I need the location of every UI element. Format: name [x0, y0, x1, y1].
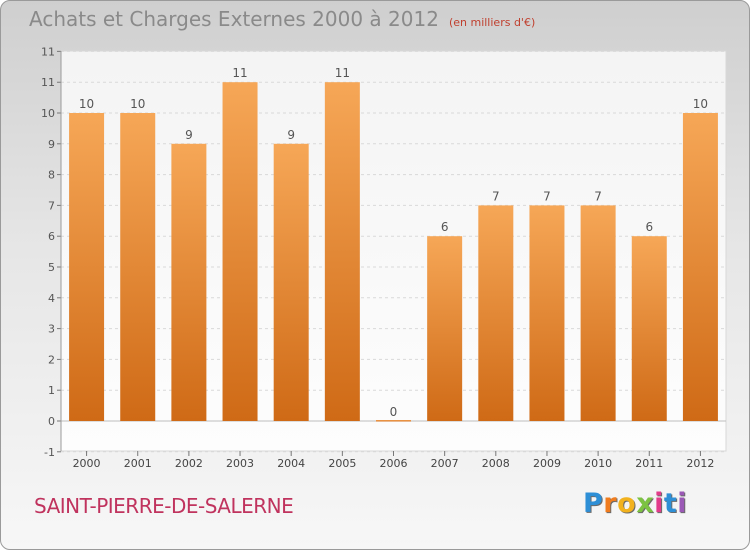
bar-2008[interactable] — [478, 205, 514, 421]
bar-2007[interactable] — [427, 236, 463, 421]
bar-2005[interactable] — [324, 82, 360, 421]
y-tick-label: 8 — [48, 169, 55, 182]
x-tick-label-2006: 2006 — [380, 457, 408, 470]
y-tick-label: 9 — [48, 138, 55, 151]
bar-2002[interactable] — [171, 143, 207, 422]
bar-2003[interactable] — [222, 82, 258, 421]
x-tick-label-2001: 2001 — [124, 457, 152, 470]
city-name: SAINT-PIERRE-DE-SALERNE — [34, 494, 294, 518]
logo-letter: i — [654, 488, 664, 519]
y-tick-label: 4 — [48, 292, 55, 305]
data-label-2002: 9 — [185, 128, 193, 142]
y-tick-label: 11 — [41, 45, 55, 58]
bars: 10 10 9 11 9 11 0 6 7 7 7 6 10 — [69, 66, 718, 422]
bar-2011[interactable] — [631, 236, 667, 421]
y-tick-label: 0 — [48, 415, 55, 428]
y-tick-label: 2 — [48, 353, 55, 366]
data-label-2010: 7 — [594, 189, 602, 203]
y-axis: -1 0 1 2 3 4 5 6 7 8 9 10 11 11 — [41, 45, 62, 459]
bar-2004[interactable] — [273, 143, 309, 422]
bar-2000[interactable] — [69, 113, 105, 421]
logo-letter: i — [677, 488, 688, 519]
logo-letter: r — [603, 488, 618, 519]
y-tick-label: 3 — [48, 323, 55, 336]
data-label-2005: 11 — [335, 66, 350, 80]
chart-title: Achats et Charges Externes 2000 à 2012 (e… — [29, 7, 535, 31]
data-label-2000: 10 — [79, 97, 94, 111]
plot-area — [60, 50, 727, 452]
y-tick-label: 7 — [48, 199, 55, 212]
x-tick-label-2009: 2009 — [533, 457, 561, 470]
bar-2012[interactable] — [682, 113, 718, 421]
x-tick-label-2008: 2008 — [482, 457, 510, 470]
x-tick-label-2002: 2002 — [175, 457, 203, 470]
x-tick-label-2003: 2003 — [226, 457, 254, 470]
logo-letter: t — [663, 488, 678, 519]
data-label-2007: 6 — [441, 220, 449, 234]
data-label-2012: 10 — [693, 97, 708, 111]
y-tick-label: -1 — [44, 446, 55, 459]
x-axis: 2000 2001 2002 2003 2004 2005 2006 2007 2008 2009… — [73, 451, 714, 470]
logo-letter: P — [583, 488, 604, 519]
x-tick-label-2010: 2010 — [584, 457, 612, 470]
bar-2009[interactable] — [529, 205, 565, 421]
data-label-2003: 11 — [232, 66, 247, 80]
data-label-2004: 9 — [287, 128, 295, 142]
data-label-2011: 6 — [645, 220, 653, 234]
y-tick-label: 11 — [41, 76, 55, 89]
x-tick-label-2000: 2000 — [73, 457, 101, 470]
data-label-2008: 7 — [492, 189, 500, 203]
bar-2006[interactable] — [376, 420, 411, 422]
y-tick-label: 1 — [48, 384, 55, 397]
chart-title-text: Achats et Charges Externes 2000 à 2012 — [29, 7, 439, 31]
x-tick-label-2004: 2004 — [277, 457, 305, 470]
chart-subtitle: (en milliers d'€) — [448, 16, 536, 29]
x-tick-label-2007: 2007 — [431, 457, 459, 470]
logo-letter: o — [617, 488, 637, 519]
y-tick-label: 10 — [41, 107, 55, 120]
logo-letter: x — [636, 488, 655, 519]
data-label-2009: 7 — [543, 189, 551, 203]
bar-2010[interactable] — [580, 205, 616, 421]
x-tick-label-2011: 2011 — [635, 457, 663, 470]
x-tick-label-2012: 2012 — [686, 457, 714, 470]
x-tick-label-2005: 2005 — [328, 457, 356, 470]
bar-2001[interactable] — [120, 113, 156, 421]
y-tick-label: 6 — [48, 230, 55, 243]
data-label-2006: 0 — [390, 405, 398, 419]
data-label-2001: 10 — [130, 97, 145, 111]
proxiti-logo[interactable]: Proxiti — [583, 488, 687, 519]
y-tick-label: 5 — [48, 261, 55, 274]
